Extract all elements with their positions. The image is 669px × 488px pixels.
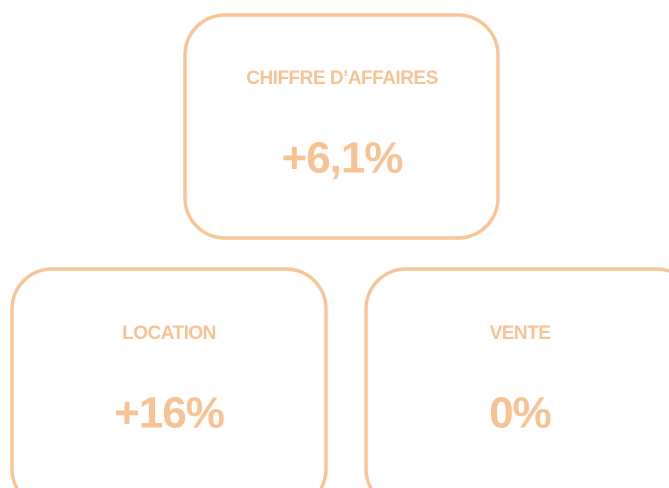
- card-label: LOCATION: [122, 323, 216, 344]
- card-value: +6,1%: [282, 134, 403, 183]
- card-label: VENTE: [490, 323, 551, 344]
- kpi-card: LOCATION +16%: [10, 267, 328, 488]
- card-value: +16%: [114, 389, 224, 438]
- card-frame: [10, 267, 328, 488]
- kpi-card: VENTE 0%: [364, 267, 669, 488]
- kpi-card: CHIFFRE D’AFFAIRES +6,1%: [183, 13, 500, 240]
- card-frame: [183, 13, 500, 240]
- card-label: CHIFFRE D’AFFAIRES: [246, 68, 438, 89]
- card-value: 0%: [489, 389, 551, 438]
- card-frame: [364, 267, 669, 488]
